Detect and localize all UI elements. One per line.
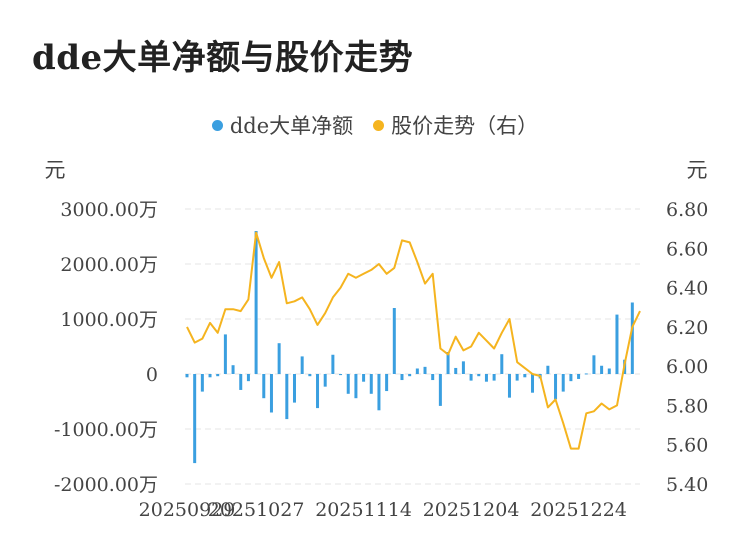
dde-bar	[577, 374, 581, 379]
right-tick-label: 6.40	[666, 278, 708, 300]
dde-bar	[500, 354, 504, 374]
dde-bar	[292, 374, 296, 403]
dde-bars	[185, 231, 634, 464]
dde-bar	[239, 374, 243, 390]
x-tick-label: 20251224	[530, 499, 627, 521]
dde-bar	[546, 365, 550, 374]
dde-bar	[531, 374, 535, 393]
chart-title: dde大单净额与股价走势	[32, 38, 414, 78]
dde-bar	[469, 374, 473, 381]
right-tick-label: 5.60	[666, 435, 708, 457]
dde-bar	[246, 374, 250, 382]
right-tick-label: 5.40	[666, 474, 708, 496]
left-tick-label: 1000.00万	[60, 309, 158, 331]
right-unit-label: 元	[687, 158, 708, 182]
dde-bar	[400, 374, 404, 381]
x-tick-label: 20251204	[423, 499, 520, 521]
dde-bar	[431, 374, 435, 381]
dde-bar	[300, 356, 304, 374]
dde-bar	[346, 374, 350, 394]
dde-bar	[216, 374, 220, 377]
left-tick-label: 3000.00万	[60, 199, 158, 221]
dde-bar	[362, 374, 366, 382]
x-tick-label: 20251027	[208, 499, 305, 521]
right-tick-label: 5.80	[666, 395, 708, 417]
dde-bar	[484, 374, 488, 382]
right-tick-label: 6.20	[666, 317, 708, 339]
legend-item-dde[interactable]: dde大单净额	[211, 110, 354, 140]
dde-bar	[492, 374, 496, 381]
right-axis: 6.80 6.60 6.40 6.20 6.00 5.80 5.60 5.40	[666, 199, 708, 496]
left-axis: 3000.00万 2000.00万 1000.00万 0 -1000.00万 -2000.…	[54, 199, 158, 496]
dde-bar	[262, 374, 266, 399]
dde-bar	[231, 365, 235, 374]
dde-bar	[592, 355, 596, 374]
dde-bar	[377, 374, 381, 411]
dde-bar	[600, 365, 604, 374]
price-line-layer	[186, 231, 641, 450]
dde-bar	[193, 374, 197, 464]
dde-bar	[408, 374, 412, 377]
left-tick-label: -1000.00万	[54, 419, 158, 441]
dde-bar	[446, 352, 450, 374]
dde-bar	[285, 374, 289, 420]
right-tick-label: 6.60	[666, 238, 708, 260]
legend-label-price: 股价走势（右）	[391, 114, 539, 138]
price-line	[186, 231, 641, 450]
dde-bar	[554, 374, 558, 400]
dde-bar	[569, 374, 573, 382]
legend-dot-dde	[211, 119, 223, 131]
dde-bar	[477, 374, 481, 377]
legend-item-price[interactable]: 股价走势（右）	[373, 110, 538, 140]
dde-bar	[630, 302, 634, 374]
dde-bar	[208, 374, 212, 378]
dde-bar	[615, 314, 619, 374]
legend-label-dde: dde大单净额	[229, 114, 354, 138]
dde-bar	[254, 231, 258, 374]
dde-bar	[369, 374, 373, 394]
right-tick-label: 6.80	[666, 199, 708, 221]
dde-bar	[461, 361, 465, 374]
dde-bar	[454, 367, 458, 374]
dde-bar	[185, 374, 189, 378]
dde-bar	[323, 374, 327, 387]
x-tick-label: 20250929	[139, 499, 236, 521]
dde-bar	[523, 374, 527, 378]
dde-bar	[354, 374, 358, 399]
legend: dde大单净额 股价走势（右）	[0, 110, 750, 140]
left-unit-label: 元	[45, 158, 66, 182]
dde-bar	[200, 374, 204, 392]
dde-bar	[438, 374, 442, 406]
dde-bar	[269, 374, 273, 413]
dde-bar	[316, 374, 320, 409]
dde-bar	[223, 334, 227, 374]
dde-bar	[507, 374, 511, 398]
dde-bar	[392, 308, 396, 374]
legend-dot-price	[373, 119, 385, 131]
dde-bar	[415, 368, 419, 374]
left-tick-label: 2000.00万	[60, 254, 158, 276]
left-tick-label: 0	[146, 364, 158, 386]
dde-bar	[515, 374, 519, 381]
dde-bar	[584, 373, 588, 375]
left-tick-label: -2000.00万	[54, 474, 158, 496]
x-tick-label: 20251114	[315, 499, 412, 521]
dde-bar	[339, 374, 343, 376]
dde-bar	[308, 374, 312, 377]
dde-bar	[385, 374, 389, 392]
grid-lines	[185, 208, 640, 485]
dde-bar	[423, 366, 427, 374]
dde-bar	[561, 374, 565, 392]
dde-bar	[331, 354, 335, 374]
dde-bar	[277, 343, 281, 374]
dde-bar	[607, 368, 611, 374]
right-tick-label: 6.00	[666, 356, 708, 378]
